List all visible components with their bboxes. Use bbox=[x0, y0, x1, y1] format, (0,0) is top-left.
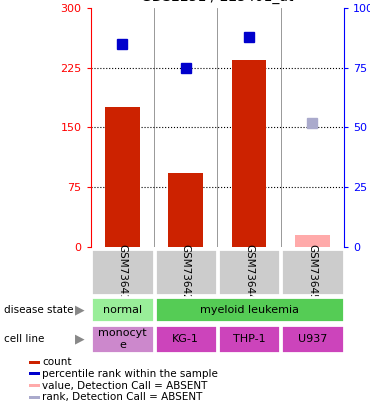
Text: myeloid leukemia: myeloid leukemia bbox=[199, 305, 299, 315]
Bar bbox=[232, 60, 266, 247]
Bar bbox=[155, 325, 217, 354]
Text: GSM73641: GSM73641 bbox=[117, 243, 127, 301]
Text: GSM73644: GSM73644 bbox=[244, 243, 254, 301]
Bar bbox=[105, 107, 140, 247]
Text: U937: U937 bbox=[298, 334, 327, 344]
Bar bbox=[29, 396, 40, 399]
Text: disease state: disease state bbox=[4, 305, 73, 315]
Bar bbox=[281, 325, 344, 354]
Bar bbox=[168, 173, 203, 247]
Bar bbox=[91, 297, 154, 322]
Text: normal: normal bbox=[103, 305, 142, 315]
Text: cell line: cell line bbox=[4, 334, 44, 344]
Text: rank, Detection Call = ABSENT: rank, Detection Call = ABSENT bbox=[42, 392, 203, 402]
Text: ▶: ▶ bbox=[75, 333, 84, 346]
Text: value, Detection Call = ABSENT: value, Detection Call = ABSENT bbox=[42, 381, 208, 390]
Bar bbox=[218, 325, 280, 354]
Bar bbox=[29, 373, 40, 375]
Text: ▶: ▶ bbox=[75, 303, 84, 316]
Bar bbox=[91, 249, 154, 295]
Text: GSM73642: GSM73642 bbox=[181, 243, 191, 301]
Text: monocyt
e: monocyt e bbox=[98, 328, 147, 350]
Bar bbox=[91, 325, 154, 354]
Bar bbox=[29, 361, 40, 364]
Text: GSM73645: GSM73645 bbox=[307, 243, 317, 301]
Bar bbox=[281, 249, 344, 295]
Bar bbox=[155, 297, 344, 322]
Text: THP-1: THP-1 bbox=[233, 334, 265, 344]
Bar bbox=[295, 235, 330, 247]
Text: count: count bbox=[42, 357, 72, 367]
Text: KG-1: KG-1 bbox=[172, 334, 199, 344]
Bar bbox=[218, 249, 280, 295]
Text: percentile rank within the sample: percentile rank within the sample bbox=[42, 369, 218, 379]
Bar bbox=[155, 249, 217, 295]
Title: GDS2251 / 225401_at: GDS2251 / 225401_at bbox=[141, 0, 294, 4]
Bar bbox=[29, 384, 40, 387]
